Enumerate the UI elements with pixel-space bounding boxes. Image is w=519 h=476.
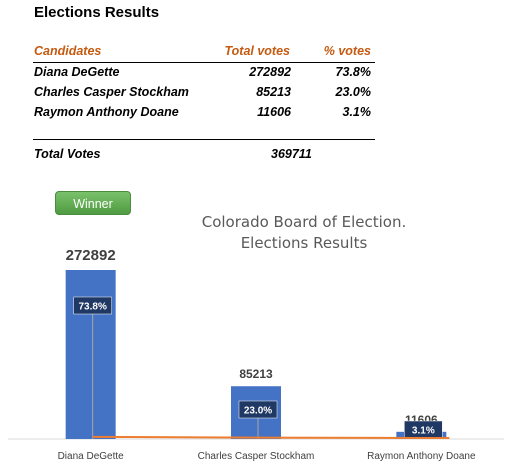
- percent-label: 73.8%: [78, 302, 106, 313]
- category-label: Charles Casper Stockham: [198, 451, 315, 462]
- header-candidates: Candidates: [34, 44, 102, 58]
- total-value: 369711: [271, 147, 312, 161]
- bar-value-label: 85213: [239, 367, 273, 381]
- candidate-pct: 23.0%: [335, 85, 371, 99]
- bar-0: [65, 270, 116, 439]
- chart-title: Colorado Board of Election. Elections Re…: [184, 212, 424, 254]
- bar-value-label: 272892: [66, 247, 116, 264]
- candidate-pct: 3.1%: [342, 105, 372, 119]
- table-row: Charles Casper Stockham 85213 23.0%: [33, 83, 375, 103]
- candidate-votes: 11606: [257, 105, 291, 119]
- results-table: Candidates Total votes % votes Diana DeG…: [33, 42, 375, 161]
- chart-title-line-1: Colorado Board of Election.: [201, 213, 407, 231]
- percent-label: 3.1%: [412, 426, 435, 437]
- percent-label-box: [238, 400, 278, 419]
- header-pct-votes: % votes: [323, 44, 371, 58]
- table-row: Diana DeGette 272892 73.8%: [33, 63, 375, 83]
- chart-area[interactable]: 272892 Diana DeGette 85213 Charles Casper S…: [4, 182, 512, 476]
- bar-chart: 272892 Diana DeGette 85213 Charles Casper S…: [8, 247, 504, 462]
- table-row: Raymon Anthony Doane 11606 3.1%: [33, 103, 375, 123]
- candidate-name: Charles Casper Stockham: [34, 85, 189, 99]
- table-header-row: Candidates Total votes % votes: [33, 42, 375, 63]
- candidate-name: Diana DeGette: [34, 65, 120, 79]
- total-label: Total Votes: [34, 147, 101, 161]
- winner-button[interactable]: Winner: [55, 191, 131, 215]
- percent-line-series: [92, 435, 450, 439]
- chart-title-line-2: Elections Results: [240, 234, 368, 252]
- total-row: Total Votes 369711: [33, 139, 375, 161]
- candidate-votes: 272892: [249, 65, 291, 79]
- header-total-votes: Total votes: [224, 44, 290, 58]
- candidate-votes: 85213: [256, 85, 291, 99]
- sheet-title: Elections Results: [34, 4, 160, 21]
- candidate-pct: 73.8%: [335, 65, 371, 79]
- category-label: Raymon Anthony Doane: [367, 451, 476, 462]
- candidate-name: Raymon Anthony Doane: [34, 105, 179, 119]
- category-label: Diana DeGette: [58, 451, 125, 462]
- percent-label: 23.0%: [244, 406, 272, 417]
- percent-label-box: [73, 296, 112, 315]
